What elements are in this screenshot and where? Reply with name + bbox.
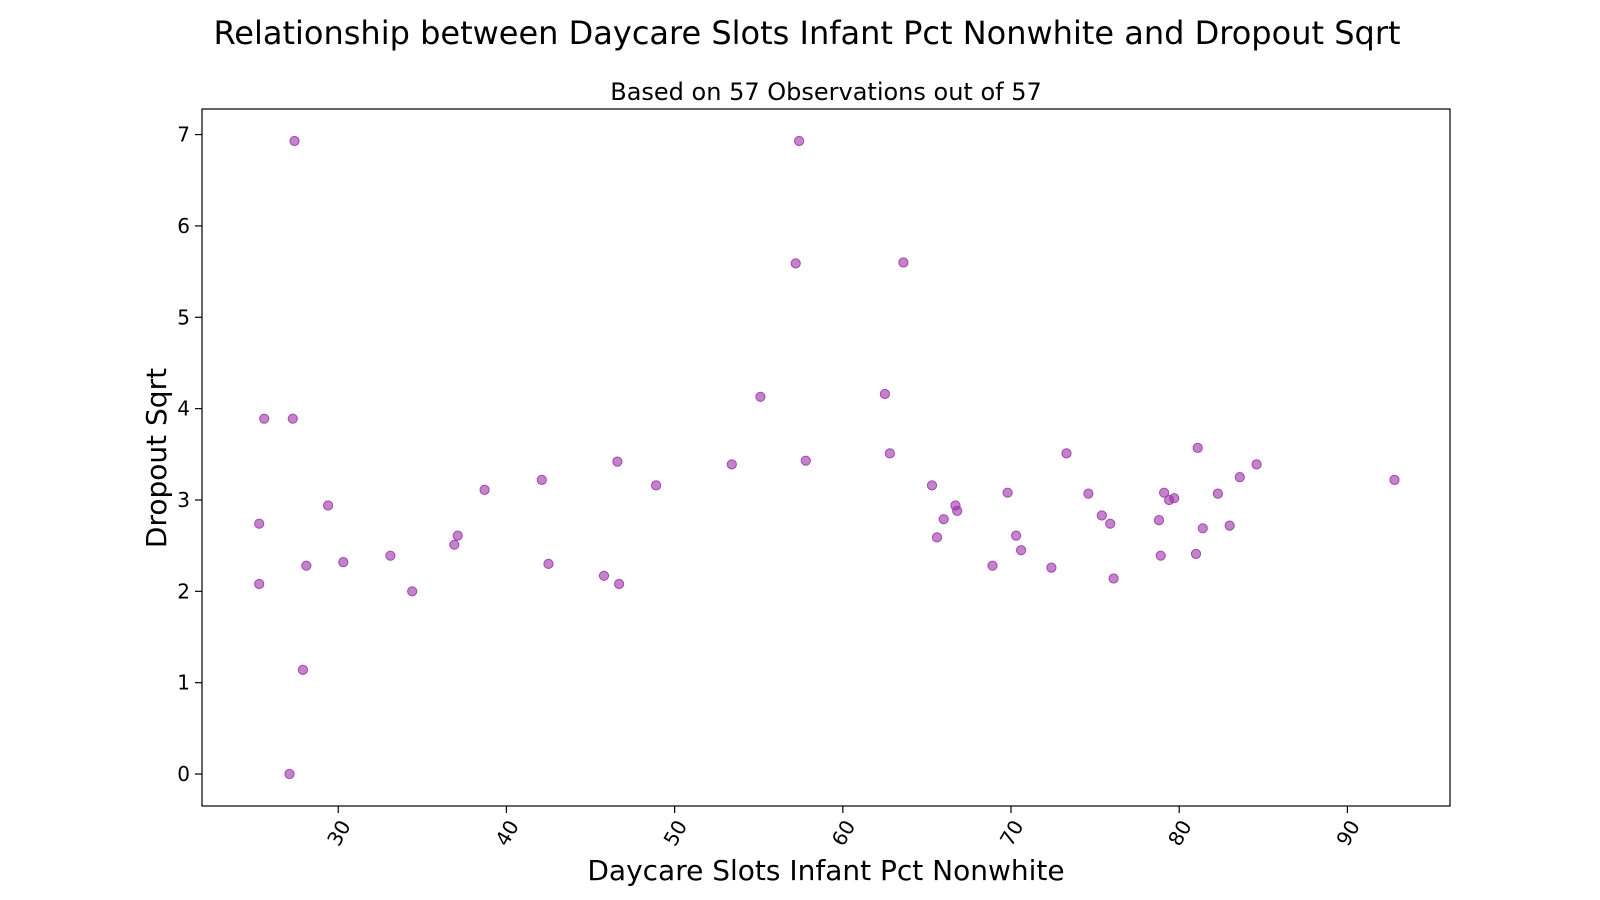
data-point-12: [407, 586, 418, 597]
data-point-42: [1096, 510, 1107, 521]
y-axis-ticks: 0 1 2 3 4 5 6 7: [177, 123, 202, 786]
x-tick-label: 50: [659, 816, 693, 850]
data-point-44: [1108, 573, 1119, 584]
data-point-8: [301, 560, 312, 571]
data-point-55: [1234, 472, 1245, 483]
data-point-54: [1224, 520, 1235, 531]
data-point-11: [385, 550, 396, 561]
data-point-56: [1251, 459, 1262, 470]
y-axis-label: Dropout Sqrt: [140, 368, 173, 548]
data-point-21: [651, 480, 662, 491]
data-point-17: [543, 558, 554, 570]
y-tick-label: 6: [177, 214, 190, 238]
x-axis-ticks: 30 40 50 60 70 80 90: [322, 806, 1365, 850]
data-point-51: [1192, 442, 1203, 453]
data-point-35: [987, 560, 998, 571]
data-point-24: [790, 258, 801, 269]
x-tick-label: 90: [1331, 816, 1365, 850]
data-point-6: [289, 135, 300, 147]
data-point-19: [612, 456, 623, 467]
data-point-41: [1083, 488, 1094, 499]
data-point-9: [323, 500, 334, 511]
chart-title: Relationship between Daycare Slots Infan…: [213, 14, 1400, 52]
data-point-32: [938, 514, 949, 525]
data-point-36: [1002, 487, 1013, 498]
data-point-30: [926, 480, 938, 491]
data-point-49: [1169, 493, 1180, 504]
x-tick-label: 70: [995, 816, 1029, 850]
y-tick-label: 3: [177, 488, 190, 512]
data-point-23: [755, 391, 766, 402]
data-point-46: [1155, 550, 1166, 561]
data-point-14: [452, 530, 463, 541]
data-point-53: [1212, 488, 1224, 499]
data-point-26: [800, 455, 811, 466]
data-point-45: [1153, 515, 1165, 526]
data-point-1: [254, 518, 265, 529]
data-point-47: [1159, 487, 1170, 498]
y-tick-label: 7: [177, 123, 190, 147]
x-tick-label: 60: [827, 816, 861, 850]
data-point-5: [287, 413, 298, 424]
data-point-25: [794, 135, 805, 147]
data-point-39: [1046, 562, 1057, 573]
data-point-28: [884, 448, 896, 459]
chart-subtitle: Based on 57 Observations out of 57: [610, 78, 1042, 106]
data-point-7: [297, 664, 308, 676]
data-point-37: [1011, 530, 1022, 541]
data-point-2: [254, 578, 265, 590]
data-point-10: [338, 557, 349, 568]
data-point-18: [598, 570, 610, 581]
x-tick-label: 30: [322, 816, 356, 850]
data-points: [254, 135, 1400, 780]
x-axis-label: Daycare Slots Infant Pct Nonwhite: [587, 854, 1064, 887]
data-point-52: [1197, 523, 1208, 534]
x-tick-label: 80: [1163, 816, 1197, 850]
data-point-16: [536, 474, 547, 485]
data-point-4: [284, 768, 295, 780]
plot-area-frame: [201, 108, 1451, 807]
data-point-31: [931, 532, 943, 543]
data-point-38: [1016, 545, 1027, 556]
data-point-57: [1389, 474, 1400, 485]
data-point-27: [879, 388, 891, 400]
data-point-3: [259, 413, 270, 424]
y-tick-label: 2: [177, 579, 190, 603]
y-tick-label: 0: [177, 762, 190, 786]
data-point-34: [952, 505, 963, 516]
data-point-20: [614, 578, 625, 590]
y-tick-label: 1: [177, 671, 190, 695]
y-tick-label: 4: [177, 397, 190, 421]
x-tick-label: 40: [490, 816, 524, 850]
data-point-43: [1105, 518, 1116, 529]
data-point-13: [449, 539, 460, 550]
data-point-50: [1190, 548, 1202, 560]
data-point-29: [898, 257, 909, 268]
data-point-40: [1061, 448, 1072, 459]
data-point-22: [726, 459, 737, 470]
y-tick-label: 5: [177, 305, 190, 329]
data-point-15: [479, 484, 490, 495]
